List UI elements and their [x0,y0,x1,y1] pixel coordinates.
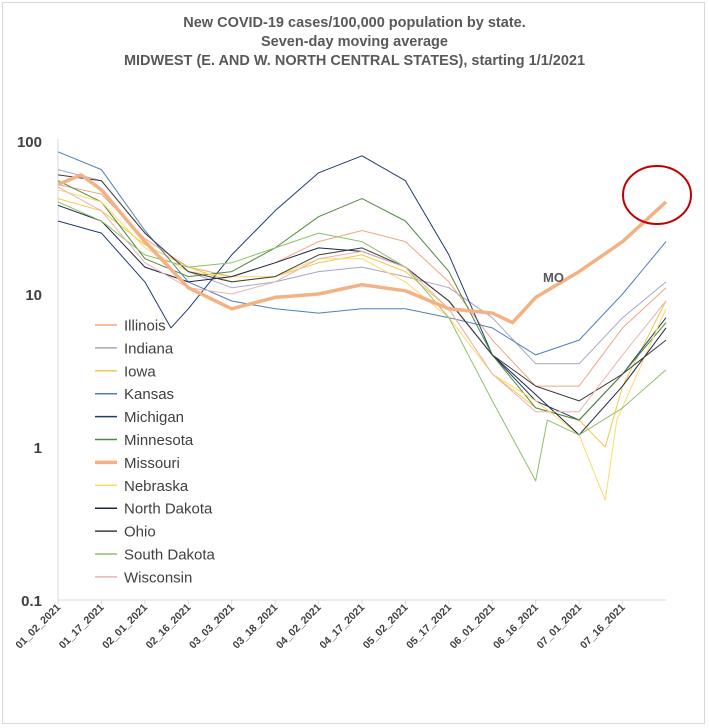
series-line-missouri [57,173,668,325]
x-axis: 01_02_202101_17_202102_01_202102_16_2021… [13,599,666,652]
legend-label: Iowa [124,363,156,380]
series-line-nebraska [57,189,667,501]
legend-label: South Dakota [124,547,216,564]
series-line-kansas [57,151,667,356]
x-tick-label: 07_01_2021 [534,602,584,652]
x-tick-label: 04_02_2021 [274,602,324,652]
legend-label: Minnesota [124,432,194,449]
y-axis: 100 10 1 0.1 [17,134,59,610]
y-tick-label: 10 [25,287,42,304]
chart-title-line-1: New COVID-19 cases/100,000 population by… [183,15,526,31]
x-tick-label: 05_02_2021 [361,602,411,652]
x-tick-label: 03_03_2021 [187,602,237,652]
y-tick-label: 0.1 [21,593,42,610]
legend: Illinois Indiana Iowa Kansas Michigan Minneso… [95,318,216,586]
legend-label: Nebraska [124,478,189,495]
legend-label: Illinois [124,318,166,335]
series-line-wisconsin [57,186,667,413]
series-line-michigan [57,155,667,421]
series-line-south-dakota [57,201,667,482]
x-tick-label: 03_18_2021 [230,602,280,652]
x-tick-label: 06_16_2021 [491,602,541,652]
highlight-circle [622,165,692,225]
legend-label: North Dakota [124,501,213,518]
x-tick-label: 02_16_2021 [144,602,194,652]
series-lines [57,151,668,501]
chart-title: New COVID-19 cases/100,000 population by… [0,14,709,71]
legend-label: Kansas [124,386,174,403]
x-tick-label: 07_16_2021 [578,602,628,652]
y-tick-label: 100 [17,134,42,151]
legend-label: Missouri [124,455,180,472]
x-tick-label: 04_17_2021 [317,602,367,652]
y-tick-label: 1 [34,440,42,457]
legend-label: Wisconsin [124,569,192,586]
chart-title-line-3: MIDWEST (E. AND W. NORTH CENTRAL STATES)… [123,53,586,69]
chart-title-line-2: Seven-day moving average [261,34,448,50]
x-tick-label: 02_01_2021 [100,602,150,652]
x-tick-label: 05_17_2021 [404,602,454,652]
legend-label: Indiana [124,340,174,357]
legend-label: Ohio [124,524,156,541]
mo-annotation: MO [543,270,564,285]
x-tick-label: 01_17_2021 [57,602,107,652]
series-line-minnesota [57,180,667,421]
legend-label: Michigan [124,409,184,426]
x-tick-label: 06_01_2021 [448,602,498,652]
series-line-ohio [57,174,667,402]
